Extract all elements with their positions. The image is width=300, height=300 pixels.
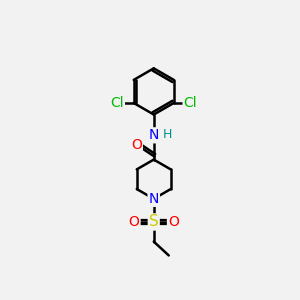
Text: O: O (131, 138, 142, 152)
Text: Cl: Cl (110, 96, 124, 110)
Text: O: O (168, 215, 179, 229)
Text: O: O (129, 215, 140, 229)
Text: S: S (149, 214, 159, 230)
Text: N: N (148, 128, 159, 142)
Text: H: H (163, 128, 172, 141)
Text: Cl: Cl (184, 96, 197, 110)
Text: N: N (148, 192, 159, 206)
